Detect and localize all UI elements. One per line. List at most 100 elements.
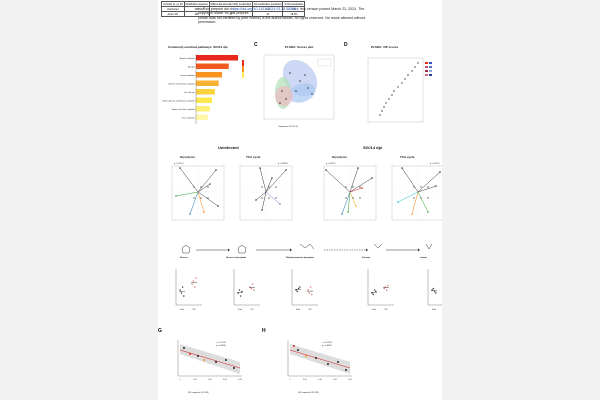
x-tick-label: 1×10⁶ [318,378,323,381]
dotplot-point [385,289,388,291]
x-tick-label: 2×10⁶ [208,378,213,381]
x-tick-label: 5×10⁵ [303,378,308,381]
loading-arrow [197,191,219,207]
preprint-page: Contrast (A_vs_B) Metabolites detected D… [158,0,442,400]
pathway-bar [196,106,210,112]
dotplot-point [181,286,184,288]
loading-arrow [175,191,199,197]
biplot-tca-siv [391,165,442,221]
dotplot-point [387,284,389,287]
pathway-bar [196,89,215,95]
metabolite-label: Lactate [420,257,428,259]
dotplot-point [307,289,309,291]
stat-p: p = 0.0499 [322,345,332,347]
dotplot-point [373,289,376,291]
metabolite-label: Glucose 6-phosphate [226,257,247,259]
pathway-bar [196,55,238,61]
notice-prefix: bioRxiv preprint doi: [198,7,231,11]
doi-link[interactable]: https://doi.org/10.1101/2024.03.18.58556… [230,7,299,11]
dotplot-point [383,287,385,290]
dotplot-point [299,286,301,288]
loading-arrowhead [217,205,219,207]
panel-b-title: Commonly enriched pathways: SIV/14 dpi [168,45,228,49]
dotplot-point [372,293,375,296]
data-point [215,361,217,363]
table-cell: 18.2% [282,11,306,17]
dotplot-group-label: SIV [251,309,255,311]
loading-arrowhead [435,185,437,187]
metabolite-dot-plots: Uninf SIV Uninf SIV Uninf SIV Uninf SIV Uninf SIV [175,269,442,311]
sample-point [359,197,361,199]
colorbar-segment [242,72,244,78]
sample-point [427,186,429,188]
pathway-bar [196,114,208,120]
metabolite-label: Dihydroxyacetone phosphate [286,257,315,259]
metabolite-label: Glucose [180,257,188,259]
data-point [327,363,329,365]
loading-arrow [197,183,211,193]
dotplot-point [253,289,255,291]
loading-arrow [259,167,267,193]
loading-arrowhead [175,195,177,197]
pathway-bar [196,63,229,69]
sample-point [413,197,415,199]
dotplot-point [308,292,311,294]
dotplot-point [309,286,312,288]
data-point [345,369,347,371]
stat-p: p = 0.0436 [216,345,226,347]
loading-arrowhead [361,187,363,189]
loading-arrowhead [279,203,281,205]
table-cell: Acute SIV [161,11,185,17]
loading-arrow [349,167,359,193]
dotplot-point [435,292,437,294]
biplot-title-glycolysis-siv: Glycolysis [332,155,348,159]
uninfected-title: Uninfected [218,145,239,150]
x-tick-label: 1×10⁶ [193,378,198,381]
loading-arrowhead [259,167,261,169]
loading-arrowhead [285,169,287,171]
pathway-label: Pyruvate metabolism [180,74,196,77]
sample-point [359,186,361,188]
loading-arrowhead [209,183,211,185]
pathway-label: Aspartate metabolism [180,57,196,60]
loading-arrow [265,177,273,193]
loading-arrowhead [371,177,373,179]
sample-point [200,197,202,199]
dotplot-point [179,289,181,291]
dotplot-point [239,295,242,297]
sample-point [352,197,354,199]
stat-r: r = -0.7053 [322,342,332,344]
loading-arrowhead [397,201,399,203]
regression-line [179,349,241,369]
pval-label: p = 0.7213 [174,163,184,165]
table-cell: 208 [183,11,210,17]
dotplot-point [238,289,241,291]
dotplot-group-label: Uninf [238,309,243,311]
loading-arrow [341,191,351,215]
dotplot-point [191,283,193,285]
dotplot-group-label: Uninf [180,309,185,311]
dotplot-point [180,292,183,294]
regression-line [289,349,351,369]
dotplot-group-label: Uninf [372,309,377,311]
loading-arrowhead [271,177,273,179]
loading-arrowhead [215,169,217,171]
panel-c-title: PLSDA: Scores plot [285,45,314,49]
loading-arrowhead [411,213,413,215]
loading-arrowhead [355,205,357,207]
corr-xlabel: SIV copies/mL (14 DPI) [188,392,209,394]
preprint-notice: bioRxiv preprint doi: https://doi.org/10… [198,7,368,24]
sample-point [275,186,277,188]
dotplot-point [297,287,300,290]
loading-arrowhead [261,209,263,211]
correlation-plot-28dpi: 0 5×10⁵ 1×10⁶ 2×10⁶ 5×10⁶ [287,340,352,381]
data-point [225,359,227,361]
loading-arrow [189,191,199,215]
dotplot-point [296,290,299,293]
pathway-label: Purine metabolism [182,117,196,120]
data-point [305,355,307,357]
data-point [197,355,199,357]
correlation-plot-14dpi: 0 1×10⁶ 2×10⁶ 3×10⁶ 4×10⁶ [177,340,242,381]
sample-point [275,197,277,199]
panel-h-letter: H [262,328,266,334]
